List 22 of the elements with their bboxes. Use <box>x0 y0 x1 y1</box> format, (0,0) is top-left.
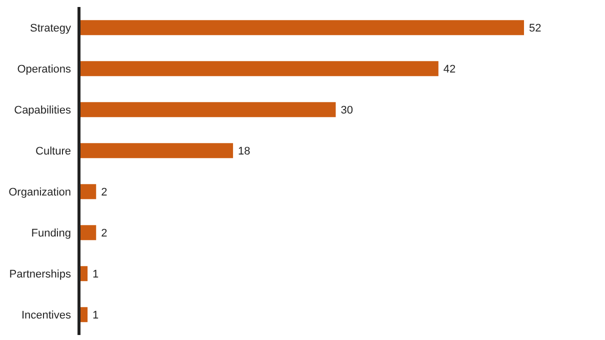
data-label: 42 <box>443 64 456 76</box>
data-label: 52 <box>529 22 542 35</box>
bar <box>79 61 438 76</box>
data-label: 18 <box>238 146 250 158</box>
data-label: 2 <box>101 228 108 240</box>
bar <box>79 225 96 240</box>
bar <box>79 143 234 158</box>
y-tick-label: Operations <box>17 63 72 76</box>
y-tick-label: Incentives <box>21 309 72 322</box>
data-label: 1 <box>92 310 99 322</box>
y-tick-label: Organization <box>8 186 71 198</box>
bar <box>79 184 96 200</box>
bar <box>79 102 336 118</box>
y-tick-label: Partnerships <box>9 268 72 280</box>
data-label: 2 <box>101 186 108 199</box>
y-tick-label: Capabilities <box>14 104 72 116</box>
bar <box>79 20 524 36</box>
y-tick-label: Funding <box>31 227 71 240</box>
y-tick-label: Culture <box>36 145 71 158</box>
data-label: 30 <box>340 104 353 117</box>
y-tick-label: Strategy <box>30 22 72 34</box>
data-label: 1 <box>92 268 99 281</box>
